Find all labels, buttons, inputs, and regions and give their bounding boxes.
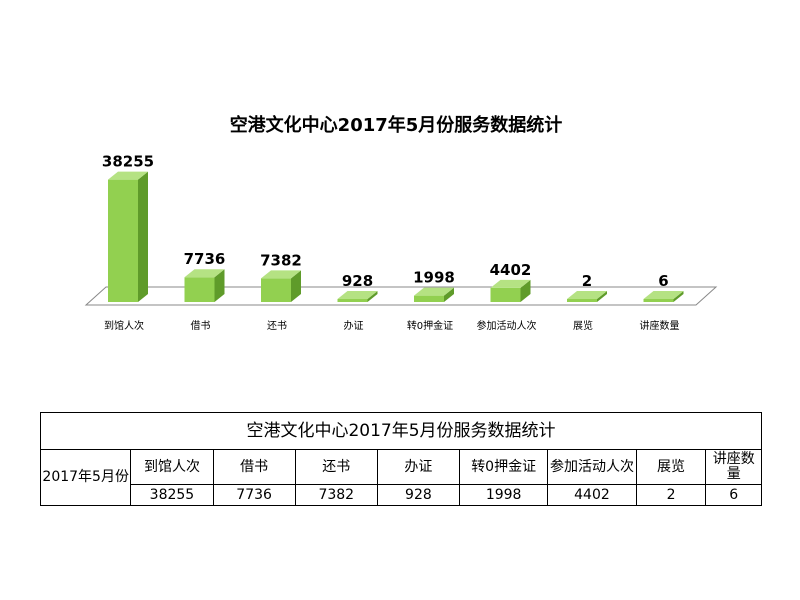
data-label: 1998 <box>413 269 455 287</box>
chart-floor <box>84 286 718 306</box>
bar <box>490 279 531 302</box>
data-label: 7736 <box>184 250 226 268</box>
bar-front <box>643 299 674 302</box>
bar-front <box>108 179 138 302</box>
bar-top <box>567 291 607 299</box>
bar-top <box>643 291 684 299</box>
bar-side <box>673 291 684 302</box>
bar-front <box>567 299 597 302</box>
table-header-cell: 参加活动人次 <box>547 449 637 485</box>
bar-top <box>108 171 148 180</box>
x-tick-label: 参加活动人次 <box>477 319 537 332</box>
table-header-cell: 办证 <box>376 449 461 485</box>
bar-top <box>184 269 225 278</box>
table-value-cell: 2 <box>635 484 707 506</box>
table-header-cell: 还书 <box>294 449 378 485</box>
table-title: 空港文化中心2017年5月份服务数据统计 <box>40 412 762 450</box>
bar-top <box>414 287 454 296</box>
bar <box>643 291 684 302</box>
bar <box>414 287 454 302</box>
x-tick-label: 还书 <box>267 320 287 332</box>
table-header-cell: 到馆人次 <box>130 449 214 485</box>
data-label: 38255 <box>102 153 154 171</box>
bar-front <box>490 287 521 302</box>
bar-front <box>414 295 444 302</box>
bar-chart: 空港文化中心2017年5月份服务数据统计 38255 到馆人次 7736 借书 7382… <box>84 114 718 332</box>
table-value-cell: 928 <box>376 484 461 506</box>
table-header-cell: 转0押金证 <box>458 449 549 485</box>
x-tick-label: 转0押金证 <box>407 319 453 332</box>
table-header-cell: 借书 <box>212 449 296 485</box>
data-label: 928 <box>342 272 373 290</box>
bar-side <box>520 279 531 302</box>
table-header-row: 2017年5月份 到馆人次 借书 还书 办证 转0押金证 参加活动人次 展览 讲… <box>39 449 762 506</box>
bar-side <box>138 171 148 302</box>
bar-top <box>261 270 301 279</box>
x-tick-label: 到馆人次 <box>104 319 144 332</box>
data-label: 7382 <box>260 251 302 269</box>
bar-top <box>490 279 531 288</box>
bar <box>108 171 148 302</box>
bar <box>184 269 225 302</box>
table-header-cell: 讲座数量 <box>705 449 762 485</box>
table-row-label: 2017年5月份 <box>39 449 132 506</box>
bar <box>261 270 301 302</box>
stats-table: 空港文化中心2017年5月份服务数据统计 2017年5月份 到馆人次 借书 还书… <box>39 412 762 506</box>
table-header-cell: 展览 <box>635 449 707 485</box>
table-value-row: 38255 7736 7382 928 1998 4402 2 6 <box>41 484 762 506</box>
bar <box>567 291 607 302</box>
x-tick-label: 办证 <box>344 319 364 332</box>
bar-front <box>261 278 291 302</box>
bars-layer <box>108 171 684 302</box>
table-value-cell: 7736 <box>212 484 296 506</box>
bar-top <box>337 291 378 299</box>
bar-front <box>184 277 215 302</box>
x-tick-label: 展览 <box>573 319 593 332</box>
x-tick-label: 借书 <box>191 320 211 332</box>
labels-layer: 38255 到馆人次 7736 借书 7382 还书 928 办证 1998 转0押金证 4402 参… <box>102 153 680 332</box>
bar-side <box>597 291 607 302</box>
bar-side <box>291 270 301 302</box>
bar-side <box>367 291 378 302</box>
bar-front <box>337 299 368 302</box>
bar-side <box>444 287 454 302</box>
table-value-cell: 1998 <box>458 484 549 506</box>
data-label: 6 <box>658 272 668 290</box>
chart-svg: 空港文化中心2017年5月份服务数据统计 38255 到馆人次 7736 借书 7382… <box>84 114 718 332</box>
bar-side <box>214 269 225 302</box>
table-value-cell: 7382 <box>294 484 378 506</box>
table-value-cell: 38255 <box>130 484 214 506</box>
table-value-cell: 4402 <box>547 484 637 506</box>
data-label: 4402 <box>490 261 532 279</box>
chart-title: 空港文化中心2017年5月份服务数据统计 <box>230 114 563 136</box>
data-label: 2 <box>582 272 592 290</box>
x-tick-label: 讲座数量 <box>640 319 680 332</box>
table-value-cell: 6 <box>705 484 762 506</box>
bar <box>337 291 378 302</box>
